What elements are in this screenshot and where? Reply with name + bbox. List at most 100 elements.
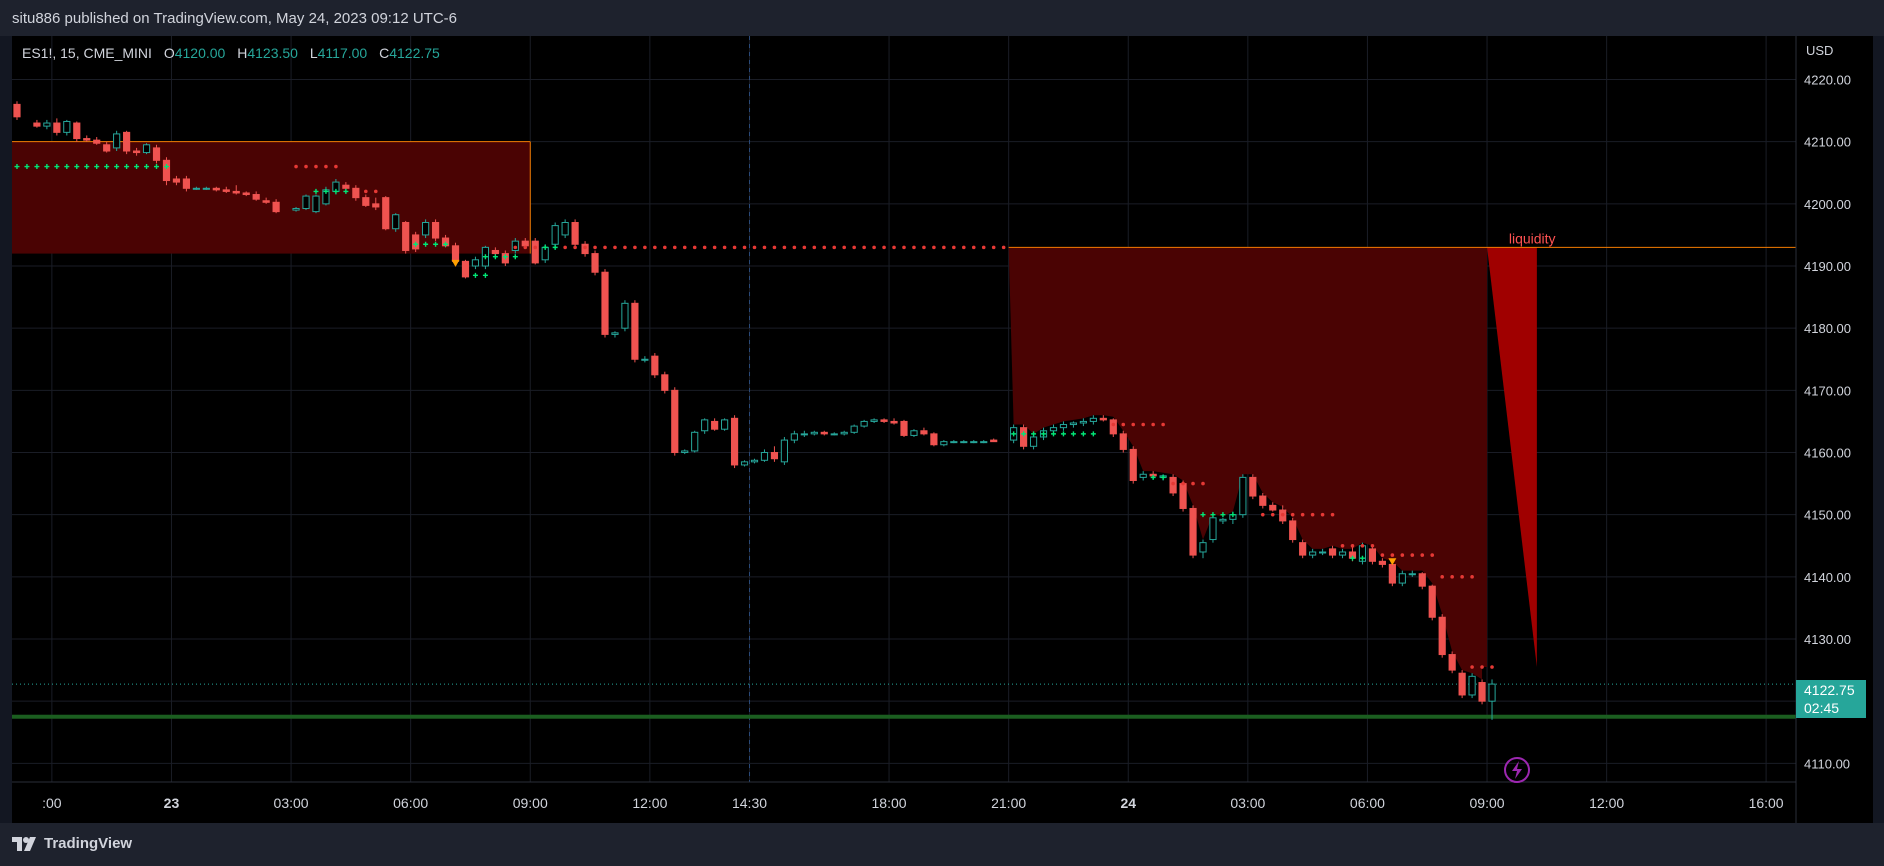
candle-body	[352, 187, 360, 199]
time-tick-label: 06:00	[393, 795, 428, 811]
time-tick-label: 23	[164, 795, 180, 811]
signal-plus	[512, 254, 518, 260]
signal-plus	[482, 254, 488, 260]
signal-dot	[373, 189, 378, 194]
candle-body	[790, 433, 798, 441]
candle-body	[1408, 573, 1416, 576]
signal-plus	[1011, 431, 1017, 437]
candle-body	[1478, 682, 1486, 702]
signal-dot	[1440, 575, 1444, 579]
signal-dot	[1390, 553, 1395, 557]
candle-body	[900, 420, 908, 436]
signal-plus	[144, 164, 150, 170]
candle-body	[691, 431, 699, 452]
time-tick-label: 03:00	[274, 795, 309, 811]
signal-plus	[1051, 431, 1056, 437]
candle-body	[1239, 476, 1247, 516]
signal-plus	[84, 164, 90, 170]
signal-triangle	[451, 259, 460, 267]
candle-body	[123, 131, 131, 152]
signal-dot	[682, 245, 687, 250]
signal-plus	[154, 164, 160, 170]
candle-body	[43, 122, 51, 127]
candle-body	[1319, 551, 1327, 554]
signal-plus	[502, 254, 508, 260]
candle-body	[1139, 473, 1147, 478]
candle-body	[1079, 420, 1087, 424]
signal-dot	[1201, 481, 1205, 486]
candle-body	[940, 441, 948, 446]
candle-body	[681, 450, 689, 454]
signal-plus	[1031, 431, 1037, 437]
signal-dot	[1480, 665, 1484, 669]
price-chart[interactable]: liquidity USD 4110.00 4120.00 4130.00 4140.…	[12, 36, 1873, 823]
signal-dot	[1420, 553, 1425, 557]
signal-dot	[324, 164, 328, 169]
signal-plus	[1200, 512, 1206, 518]
lightning-icon[interactable]	[1504, 757, 1530, 783]
signal-plus	[472, 272, 478, 278]
candle-body	[521, 240, 529, 247]
candle-body	[13, 103, 21, 118]
candle-body	[990, 439, 998, 443]
candle-body	[212, 187, 220, 191]
signal-dot	[1161, 422, 1165, 427]
candle-body	[1109, 419, 1117, 435]
signal-plus	[44, 164, 50, 170]
signal-plus	[343, 188, 349, 194]
time-axis[interactable]: :00 23 03:00 06:00 09:00 12:00 14:30 18:00 21:00…	[42, 795, 1784, 811]
signal-dot	[563, 245, 567, 250]
candle-body	[1049, 427, 1058, 432]
candle-body	[1199, 542, 1207, 553]
signal-plus	[433, 241, 439, 247]
candle-body	[1468, 675, 1476, 696]
signal-dot	[732, 245, 737, 250]
countdown-value: 02:45	[1804, 700, 1840, 716]
candle-body	[890, 420, 898, 424]
signal-triangle	[1388, 558, 1397, 566]
brand[interactable]: TradingView	[12, 835, 132, 852]
signal-plus	[1021, 431, 1027, 437]
signal-dot	[1300, 512, 1305, 517]
signal-plus	[163, 164, 169, 170]
signal-plus	[134, 164, 140, 170]
signal-dot	[1171, 481, 1175, 486]
signal-plus	[1160, 474, 1166, 480]
last-price-badge: 4122.75 02:45	[1796, 680, 1866, 718]
candle-body	[1020, 427, 1028, 447]
signal-dot	[932, 245, 936, 250]
signal-dot	[792, 245, 797, 250]
symbol-label[interactable]: ES1!, 15, CME_MINI	[22, 45, 152, 61]
candle-body	[661, 374, 669, 391]
candle-body	[1129, 448, 1137, 481]
candle-body	[930, 433, 938, 446]
price-axis[interactable]: 4110.004120.004130.004140.004150.004160.…	[1804, 73, 1851, 772]
candle-body	[242, 192, 250, 196]
signal-dot	[1360, 543, 1365, 548]
signal-plus	[74, 164, 80, 170]
signal-dot	[971, 245, 976, 250]
candle-body	[1388, 563, 1396, 584]
signal-dot	[842, 245, 847, 250]
signal-dot	[1121, 422, 1126, 427]
time-tick-label: 09:00	[513, 795, 548, 811]
candle-body	[461, 260, 470, 278]
candle-body	[73, 122, 81, 140]
signal-plus	[1080, 431, 1086, 437]
signal-dot	[822, 245, 827, 250]
candle-body	[800, 433, 808, 436]
candle-body	[162, 159, 171, 182]
signal-dot	[712, 245, 717, 250]
signal-dot	[702, 245, 707, 250]
signal-plus	[443, 241, 449, 247]
candle-body	[701, 419, 709, 432]
candle-body	[960, 441, 968, 444]
price-tick-label: 4190.00	[1804, 259, 1851, 274]
signal-dot	[1410, 553, 1415, 557]
signal-dot	[663, 245, 667, 250]
candle-body	[920, 430, 928, 435]
signal-dot	[613, 245, 617, 250]
candle-body	[422, 222, 430, 236]
signal-dot	[1310, 512, 1315, 517]
signal-dot	[1430, 553, 1435, 557]
